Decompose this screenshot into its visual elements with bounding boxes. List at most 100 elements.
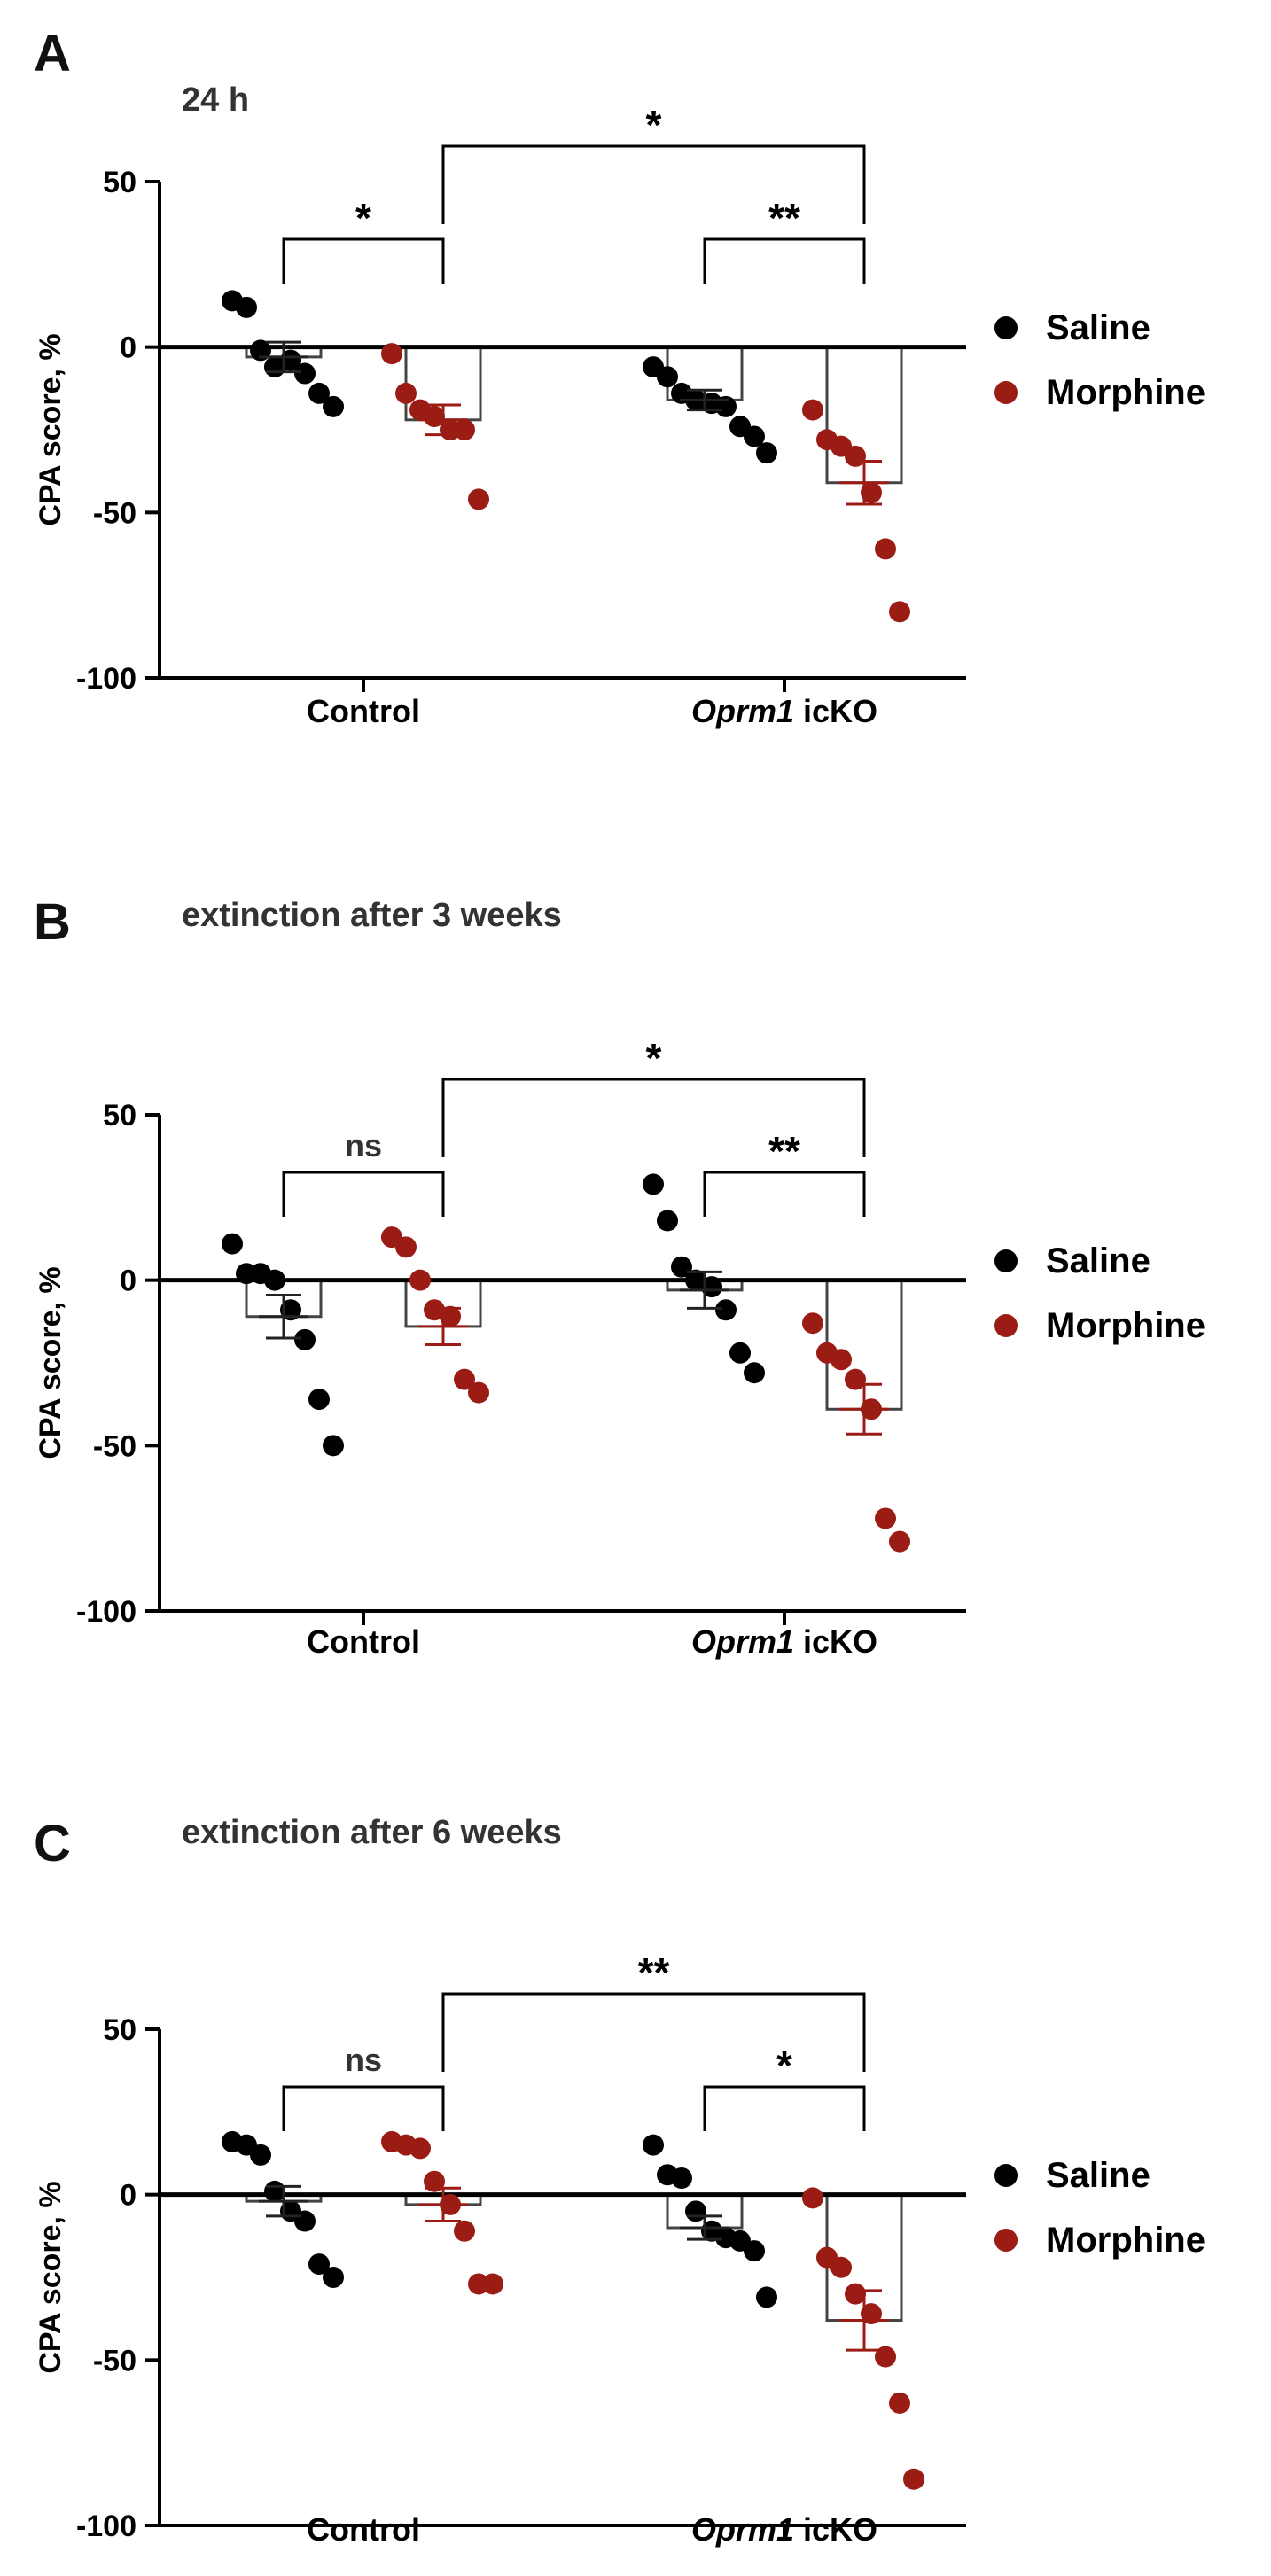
legend-label-saline: Saline xyxy=(1046,2156,1150,2195)
data-point-saline xyxy=(685,2200,706,2222)
y-tick-label: -100 xyxy=(76,662,136,696)
x-tick-label: Oprm1 icKO xyxy=(691,2511,877,2548)
significance-bracket xyxy=(703,1171,866,1217)
data-point-saline xyxy=(715,1299,737,1321)
data-point-morphine xyxy=(889,601,910,623)
chart-panel-a: A 24 h 50 0 -50 -100 CPA score, % Control Oprm1 … xyxy=(34,25,1205,729)
significance-bracket xyxy=(441,144,866,224)
data-point-saline xyxy=(294,362,316,385)
data-point-saline xyxy=(236,296,257,318)
x-tick-label: Oprm1 icKO xyxy=(691,1623,877,1660)
significance-label: * xyxy=(776,2043,792,2089)
legend-label-morphine: Morphine xyxy=(1046,2221,1205,2260)
data-point-morphine xyxy=(482,2273,503,2295)
legend-label-saline: Saline xyxy=(1046,308,1150,347)
data-point-saline xyxy=(294,2210,316,2232)
data-point-saline xyxy=(294,1328,316,1350)
data-point-saline xyxy=(280,349,301,371)
data-point-saline xyxy=(323,2267,344,2288)
x-tick-label: Oprm1 icKO xyxy=(691,693,877,729)
data-point-saline xyxy=(744,425,765,447)
legend-marker-saline xyxy=(994,2164,1018,2187)
significance-bracket xyxy=(282,237,445,284)
y-axis-label: CPA score, % xyxy=(34,1266,67,1459)
y-tick-label: -50 xyxy=(93,2344,136,2378)
data-point-morphine xyxy=(454,2220,475,2242)
legend-label-morphine: Morphine xyxy=(1046,1306,1205,1345)
y-tick-label: 0 xyxy=(120,331,136,365)
significance-label: ns xyxy=(345,1127,382,1163)
data-point-morphine xyxy=(802,2187,823,2209)
data-point-morphine xyxy=(381,343,402,365)
y-tick-label: -100 xyxy=(76,2510,136,2543)
data-point-saline xyxy=(323,1435,344,1457)
data-point-morphine xyxy=(830,2256,852,2278)
data-point-morphine xyxy=(861,481,882,503)
data-point-morphine xyxy=(440,1305,461,1327)
y-tick-label: -50 xyxy=(93,496,136,530)
data-point-morphine xyxy=(875,538,896,560)
panel-label: A xyxy=(34,25,71,82)
panel-label: C xyxy=(34,1815,71,1872)
legend-label-saline: Saline xyxy=(1046,1241,1150,1280)
data-point-saline xyxy=(685,1269,706,1291)
y-axis-label: CPA score, % xyxy=(34,2181,67,2373)
data-point-morphine xyxy=(424,406,445,428)
y-tick-label: 50 xyxy=(103,166,136,199)
x-tick-label: Control xyxy=(307,693,420,729)
data-point-saline xyxy=(643,1173,664,1195)
significance-bracket xyxy=(703,2085,866,2131)
data-point-saline xyxy=(250,2144,271,2166)
significance-label: ns xyxy=(345,2042,382,2078)
data-point-saline xyxy=(729,1342,751,1364)
significance-bracket xyxy=(282,1171,445,1217)
data-point-morphine xyxy=(845,1368,866,1390)
data-point-morphine xyxy=(889,1530,910,1553)
data-point-morphine xyxy=(903,2468,924,2490)
y-tick-label: 0 xyxy=(120,2179,136,2213)
y-tick-label: -100 xyxy=(76,1595,136,1629)
data-point-morphine xyxy=(454,419,475,440)
chart-title: 24 h xyxy=(182,82,249,119)
significance-bracket xyxy=(703,237,866,284)
data-point-morphine xyxy=(889,2392,910,2414)
data-point-morphine xyxy=(802,399,823,421)
data-point-saline xyxy=(323,395,344,417)
y-axis-label: CPA score, % xyxy=(34,333,67,525)
significance-bracket xyxy=(441,1992,866,2072)
data-point-saline xyxy=(264,1269,285,1291)
legend-marker-saline xyxy=(994,316,1018,339)
significance-label: ** xyxy=(768,1128,800,1174)
significance-label: * xyxy=(646,1035,662,1081)
significance-bracket xyxy=(441,1078,866,1157)
y-tick-label: -50 xyxy=(93,1429,136,1463)
chart-title: extinction after 3 weeks xyxy=(182,897,562,934)
y-tick-label: 50 xyxy=(103,2013,136,2047)
data-point-morphine xyxy=(468,488,489,510)
data-point-saline xyxy=(756,2286,777,2308)
data-point-saline xyxy=(657,366,678,388)
data-point-morphine xyxy=(845,2283,866,2305)
data-point-morphine xyxy=(875,1507,896,1529)
data-point-saline xyxy=(744,1362,765,1384)
significance-bracket xyxy=(282,2085,445,2131)
data-point-morphine xyxy=(409,2137,431,2160)
x-tick-label: Control xyxy=(307,2511,420,2548)
data-point-saline xyxy=(308,1389,330,1411)
data-point-saline xyxy=(657,1210,678,1232)
data-point-morphine xyxy=(395,382,417,404)
significance-label: ** xyxy=(768,195,800,241)
y-tick-label: 0 xyxy=(120,1265,136,1298)
data-point-morphine xyxy=(454,1368,475,1390)
data-point-saline xyxy=(701,1276,722,1298)
significance-label: * xyxy=(355,195,371,241)
legend-label-morphine: Morphine xyxy=(1046,373,1205,412)
legend-marker-saline xyxy=(994,1249,1018,1272)
panel-label: B xyxy=(34,893,71,951)
data-point-morphine xyxy=(845,445,866,467)
data-point-saline xyxy=(308,382,330,404)
data-point-saline xyxy=(222,1233,243,1255)
